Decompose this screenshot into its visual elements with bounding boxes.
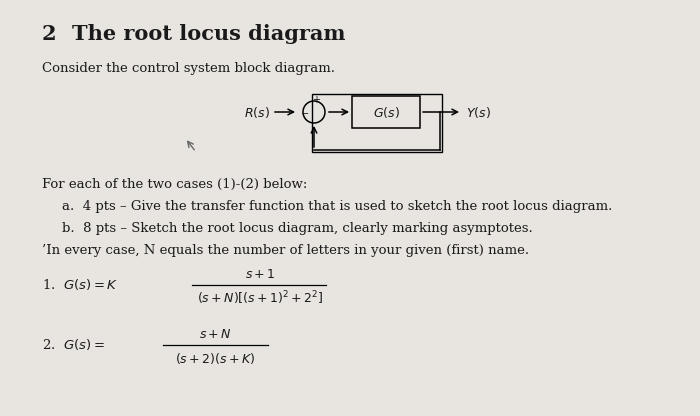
Text: 2: 2 xyxy=(42,24,57,44)
Text: $G(s)$: $G(s)$ xyxy=(372,104,400,119)
Text: 1.  $G(s) = K$: 1. $G(s) = K$ xyxy=(42,277,118,292)
Text: +: + xyxy=(312,95,320,105)
Text: $(s+N)\left[(s+1)^2+2^2\right]$: $(s+N)\left[(s+1)^2+2^2\right]$ xyxy=(197,289,323,307)
Text: ’In every case, N equals the number of letters in your given (first) name.: ’In every case, N equals the number of l… xyxy=(42,244,529,257)
Text: $s+1$: $s+1$ xyxy=(245,267,275,280)
Text: Consider the control system block diagram.: Consider the control system block diagra… xyxy=(42,62,335,75)
Text: The root locus diagram: The root locus diagram xyxy=(72,24,346,44)
Text: b.  8 pts – Sketch the root locus diagram, clearly marking asymptotes.: b. 8 pts – Sketch the root locus diagram… xyxy=(62,222,533,235)
Text: $(s+2)(s+K)$: $(s+2)(s+K)$ xyxy=(175,351,256,366)
Text: a.  4 pts – Give the transfer function that is used to sketch the root locus dia: a. 4 pts – Give the transfer function th… xyxy=(62,200,612,213)
Bar xyxy=(352,96,420,128)
Text: $s+N$: $s+N$ xyxy=(199,327,232,341)
Bar xyxy=(312,94,442,152)
Text: 2.  $G(s) =$: 2. $G(s) =$ xyxy=(42,337,105,352)
Text: $Y(s)$: $Y(s)$ xyxy=(466,104,491,119)
Text: $R(s)$: $R(s)$ xyxy=(244,104,270,119)
Text: For each of the two cases (1)-(2) below:: For each of the two cases (1)-(2) below: xyxy=(42,178,307,191)
Text: −: − xyxy=(301,109,309,119)
